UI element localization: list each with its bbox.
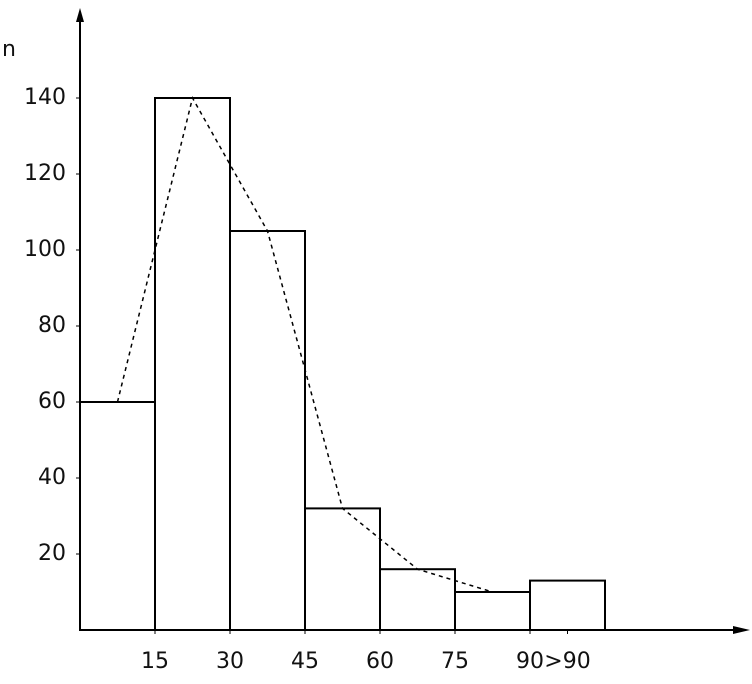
bar (529, 579, 606, 631)
x-tick-label: 75 (441, 649, 469, 674)
y-tick-label: 100 (24, 237, 66, 262)
x-tick-label: 90 (516, 649, 544, 674)
frequency-polygon (116, 95, 493, 593)
x-tick-label: 45 (291, 649, 319, 674)
y-axis-label: n (2, 37, 16, 62)
x-tick-label: 60 (366, 649, 394, 674)
y-tick-label: 20 (38, 541, 66, 566)
x-tick-label: 15 (141, 649, 169, 674)
bar (229, 230, 306, 631)
x-tick-label: 30 (216, 649, 244, 674)
bar (79, 401, 156, 631)
y-tick-label: 120 (24, 161, 66, 186)
x-axis-arrow (733, 626, 750, 634)
y-tick-label: 80 (38, 313, 66, 338)
bar (304, 507, 381, 631)
y-tick-label: 60 (38, 389, 66, 414)
y-axis-arrow (76, 8, 84, 22)
bar (154, 97, 231, 631)
x-tick-label: >90 (544, 649, 590, 674)
y-tick-label: 140 (24, 85, 66, 110)
bar (454, 591, 531, 631)
bar (379, 568, 456, 632)
y-tick-label: 40 (38, 465, 66, 490)
